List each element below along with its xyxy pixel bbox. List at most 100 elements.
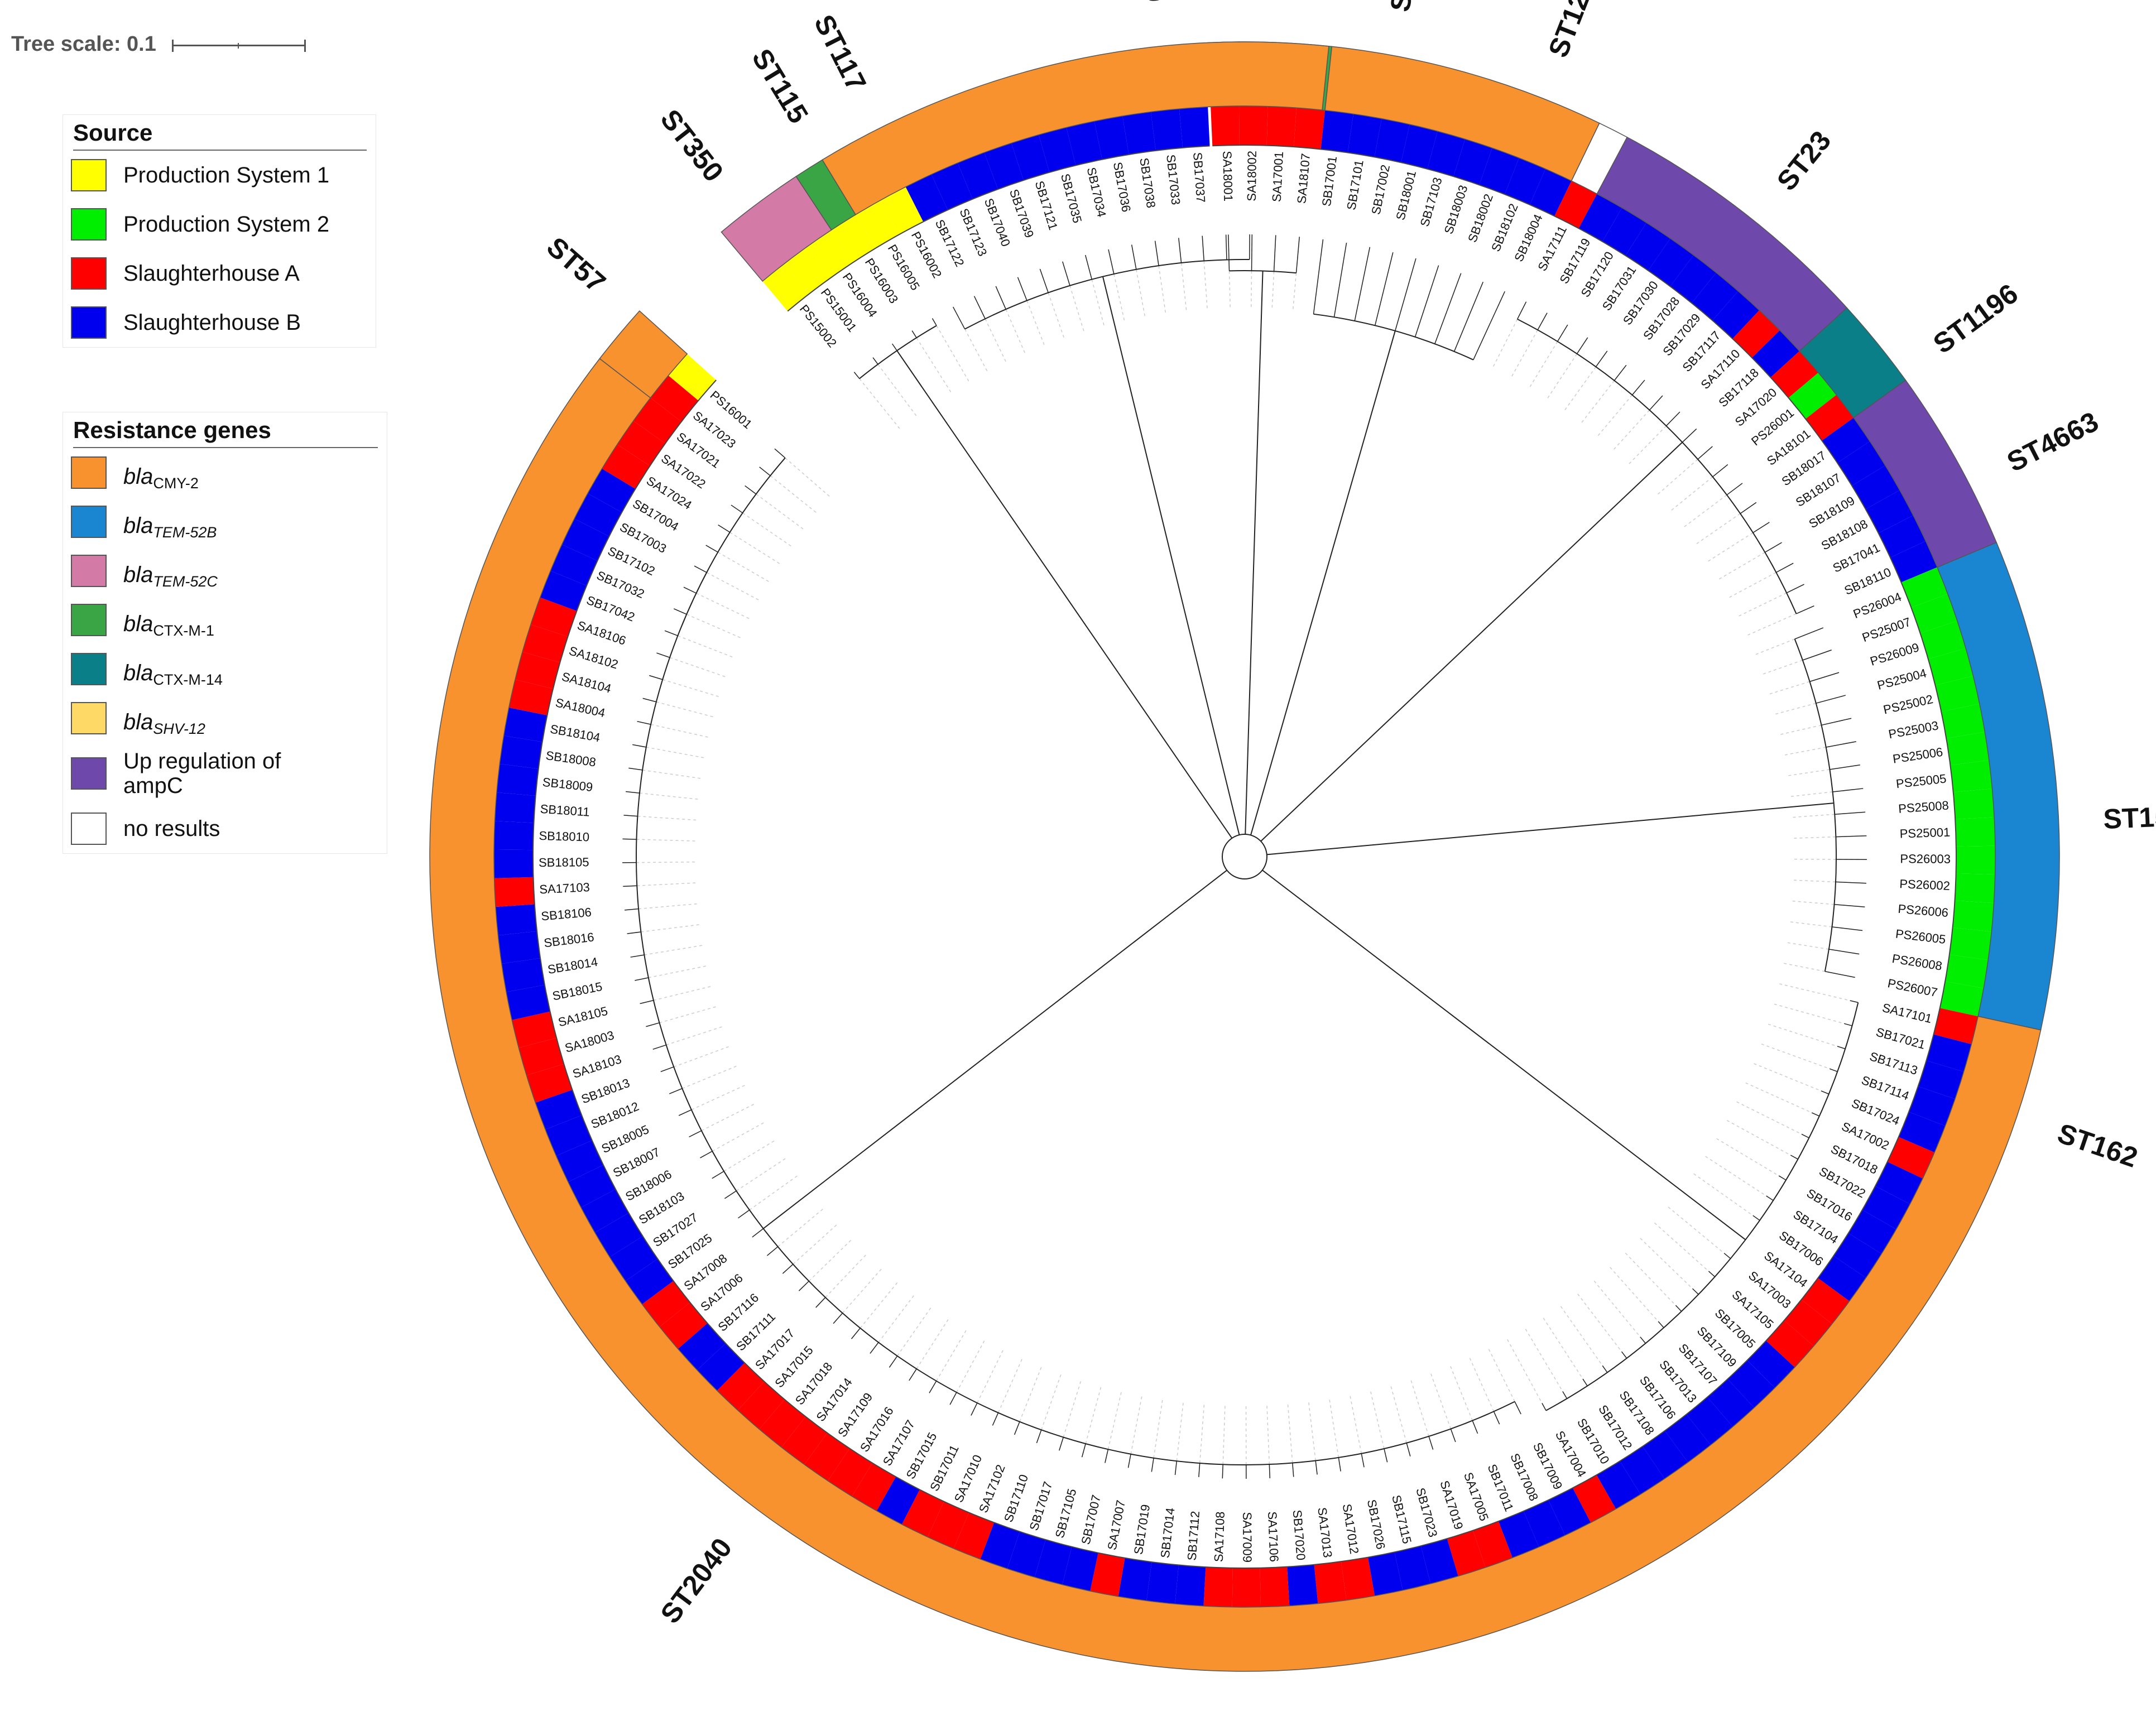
leaf-guide — [1577, 1294, 1622, 1352]
leaf-label: SA18103 — [571, 1052, 623, 1081]
leaf-guide — [992, 1359, 1022, 1426]
source-cell — [522, 624, 568, 663]
leaf-label: PS26003 — [1900, 852, 1951, 866]
branch — [1828, 949, 1860, 955]
leaf-guide — [1036, 1374, 1062, 1444]
branch — [774, 448, 786, 459]
leaf-guide — [872, 357, 917, 416]
leaf-guide — [1222, 1406, 1226, 1479]
source-cell — [496, 904, 537, 936]
source-cell — [617, 421, 665, 466]
branch — [1062, 261, 1070, 286]
leaf-guide — [1784, 741, 1856, 756]
branch — [1778, 1175, 1787, 1181]
leaf-guide — [664, 630, 733, 658]
branch — [1712, 464, 1728, 478]
branch — [724, 1190, 737, 1199]
source-cell — [1643, 1430, 1688, 1479]
leaf-label: SB17019 — [1131, 1503, 1153, 1555]
leaf-label: SB17110 — [1001, 1473, 1031, 1524]
branch — [1131, 244, 1137, 270]
leaf-label: SB17036 — [1111, 161, 1134, 213]
branch — [1826, 741, 1856, 748]
branch — [1266, 820, 1634, 855]
leaf-guide — [1747, 605, 1814, 636]
branch — [1542, 1403, 1547, 1411]
leaf-guide — [1790, 788, 1864, 797]
leaf-guide — [635, 965, 706, 981]
leaf-label: SB17105 — [1053, 1487, 1079, 1540]
source-cell — [717, 1363, 765, 1411]
branch — [1537, 313, 1548, 330]
leaf-label: SB17020 — [1290, 1510, 1308, 1561]
resistance-legend-item: blaTEM-52C — [63, 546, 387, 595]
leaf-guide — [705, 545, 769, 582]
leaf-guide — [1625, 1252, 1676, 1306]
leaf-label: SB17040 — [982, 196, 1013, 248]
leaf-label: PS25004 — [1876, 666, 1928, 693]
leaf-guide — [1014, 1367, 1042, 1435]
leaf-guide — [815, 1254, 866, 1308]
branch — [1313, 239, 1324, 314]
source-cell — [550, 544, 598, 586]
source-cell — [1955, 817, 1995, 847]
source-cell — [931, 163, 973, 210]
branch — [1127, 1454, 1131, 1468]
branch — [1105, 1449, 1109, 1463]
source-cell — [668, 354, 717, 401]
source-cell — [1007, 1531, 1046, 1578]
branch — [1315, 1460, 1318, 1475]
branch — [1036, 1430, 1042, 1444]
source-cell — [1260, 1566, 1290, 1607]
branch — [1614, 364, 1627, 381]
leaf-guide — [1593, 1280, 1641, 1338]
leaf-label: PS26008 — [1891, 951, 1943, 973]
leaf-label: SB17037 — [1190, 152, 1208, 203]
leaf-guide — [622, 861, 695, 863]
leaf-guide — [1708, 522, 1770, 562]
branch — [1723, 1253, 1731, 1259]
branch — [1487, 441, 1683, 627]
source-cell — [1901, 567, 1948, 608]
leaf-label: SB17033 — [1164, 154, 1183, 206]
source-cell — [1367, 1552, 1403, 1596]
source-cell — [1833, 1233, 1882, 1278]
source-cell — [1602, 208, 1647, 256]
branch — [1151, 1458, 1154, 1472]
source-cell — [1179, 107, 1210, 148]
source-cell — [1670, 255, 1717, 304]
source-cell — [1374, 118, 1410, 163]
leaf-guide — [1696, 502, 1757, 545]
source-cell — [901, 1489, 944, 1537]
branch — [1836, 835, 1867, 838]
branch — [1649, 395, 1663, 411]
leaf-guide — [1198, 1405, 1205, 1478]
leaf-guide — [652, 1026, 722, 1050]
leaf-guide — [669, 1065, 737, 1094]
leaf-guide — [949, 1340, 985, 1405]
leaf-label: SB18009 — [542, 775, 594, 794]
branch — [1333, 242, 1347, 318]
branch — [952, 306, 966, 330]
source-cell — [1394, 1546, 1431, 1590]
branch — [1631, 379, 1645, 396]
leaf-guide — [1763, 650, 1832, 675]
source-cell — [535, 1089, 582, 1129]
leaf-guide — [833, 1268, 882, 1324]
branch — [1059, 1437, 1064, 1451]
source-cell — [1090, 1552, 1125, 1597]
leaf-guide — [1081, 1387, 1102, 1458]
source-cell — [1427, 131, 1465, 177]
leaf-label: PS26005 — [1895, 926, 1947, 946]
branch — [1472, 1420, 1478, 1434]
leaf-guide — [1062, 261, 1084, 331]
legend-label: blaCTX-M-14 — [123, 661, 223, 689]
leaf-guide — [1745, 1082, 1812, 1113]
leaf-label: SB17001 — [1319, 155, 1339, 207]
branch — [1764, 542, 1782, 553]
leaf-label: SA17103 — [539, 880, 590, 896]
branch — [1634, 802, 1834, 822]
source-cell — [1530, 169, 1572, 217]
source-cell — [1648, 238, 1694, 287]
branch — [752, 1228, 764, 1238]
